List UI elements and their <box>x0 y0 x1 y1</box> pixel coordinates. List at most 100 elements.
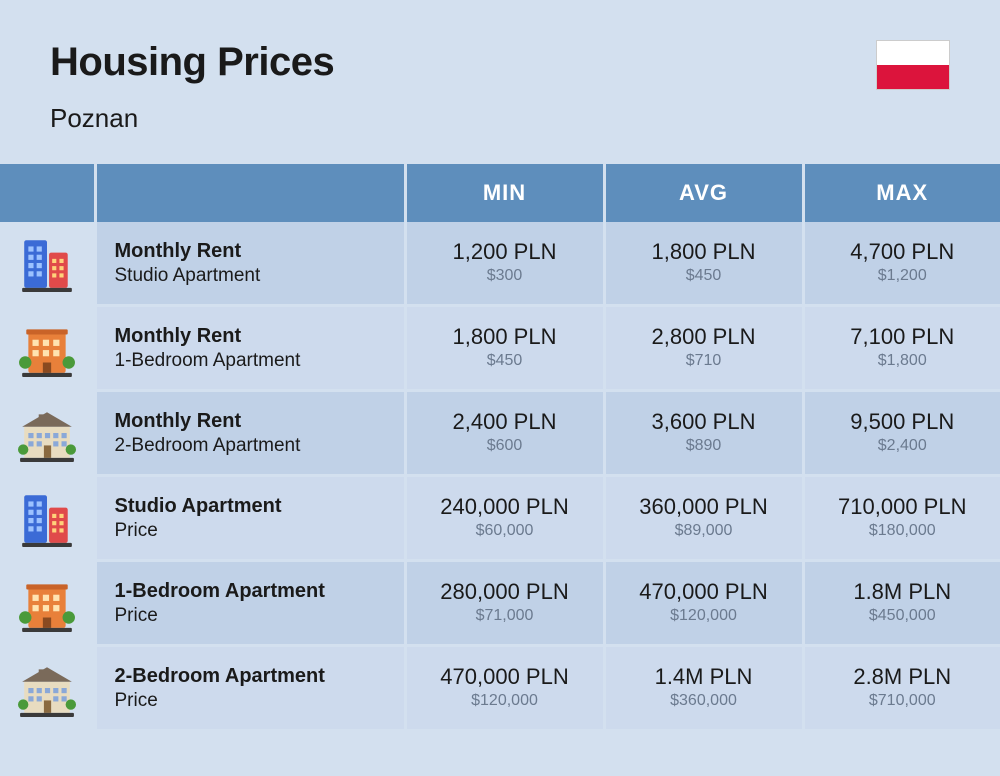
cell-min: 1,800 PLN$450 <box>405 306 604 391</box>
city-name: Poznan <box>50 103 950 134</box>
row-label-cell: 1-Bedroom ApartmentPrice <box>95 561 405 646</box>
value-usd: $710,000 <box>813 690 993 712</box>
header: Housing Prices Poznan <box>0 0 1000 164</box>
table-row: 2-Bedroom ApartmentPrice470,000 PLN$120,… <box>0 646 1000 731</box>
cell-max: 1.8M PLN$450,000 <box>803 561 1000 646</box>
row-icon-cell <box>0 391 95 476</box>
page-title: Housing Prices <box>50 40 950 85</box>
value-pln: 3,600 PLN <box>614 409 794 435</box>
row-title: Studio Apartment <box>115 494 396 519</box>
value-pln: 2.8M PLN <box>813 664 993 690</box>
table-row: Monthly RentStudio Apartment1,200 PLN$30… <box>0 222 1000 306</box>
value-usd: $2,400 <box>813 435 993 457</box>
value-usd: $180,000 <box>813 520 993 542</box>
row-subtitle: Studio Apartment <box>115 264 396 288</box>
row-title: Monthly Rent <box>115 239 396 264</box>
col-icon <box>0 164 95 222</box>
row-title: Monthly Rent <box>115 324 396 349</box>
value-pln: 470,000 PLN <box>415 664 595 690</box>
value-pln: 1.4M PLN <box>614 664 794 690</box>
cell-min: 240,000 PLN$60,000 <box>405 476 604 561</box>
row-title: Monthly Rent <box>115 409 396 434</box>
col-max: MAX <box>803 164 1000 222</box>
tall-buildings-icon <box>8 489 86 547</box>
value-pln: 1,800 PLN <box>614 239 794 265</box>
value-pln: 7,100 PLN <box>813 324 993 350</box>
cell-avg: 360,000 PLN$89,000 <box>604 476 803 561</box>
row-subtitle: Price <box>115 604 396 628</box>
table-row: Studio ApartmentPrice240,000 PLN$60,0003… <box>0 476 1000 561</box>
value-usd: $450,000 <box>813 605 993 627</box>
col-avg: AVG <box>604 164 803 222</box>
value-usd: $710 <box>614 350 794 372</box>
row-label-cell: Monthly Rent2-Bedroom Apartment <box>95 391 405 476</box>
cell-max: 9,500 PLN$2,400 <box>803 391 1000 476</box>
table-row: Monthly Rent1-Bedroom Apartment1,800 PLN… <box>0 306 1000 391</box>
row-label-cell: 2-Bedroom ApartmentPrice <box>95 646 405 731</box>
wide-house-icon <box>8 404 86 462</box>
prices-table: MIN AVG MAX Monthly RentStudio Apartment… <box>0 164 1000 732</box>
value-usd: $300 <box>415 265 595 287</box>
row-label-cell: Monthly RentStudio Apartment <box>95 222 405 306</box>
value-pln: 280,000 PLN <box>415 579 595 605</box>
cell-min: 1,200 PLN$300 <box>405 222 604 306</box>
row-subtitle: 2-Bedroom Apartment <box>115 434 396 458</box>
value-usd: $120,000 <box>415 690 595 712</box>
value-pln: 360,000 PLN <box>614 494 794 520</box>
orange-apartment-icon <box>8 319 86 377</box>
value-usd: $450 <box>614 265 794 287</box>
tall-buildings-icon <box>8 234 86 292</box>
poland-flag-icon <box>876 40 950 90</box>
value-usd: $890 <box>614 435 794 457</box>
value-usd: $1,200 <box>813 265 993 287</box>
cell-min: 470,000 PLN$120,000 <box>405 646 604 731</box>
table-row: Monthly Rent2-Bedroom Apartment2,400 PLN… <box>0 391 1000 476</box>
row-title: 2-Bedroom Apartment <box>115 664 396 689</box>
row-icon-cell <box>0 646 95 731</box>
col-min: MIN <box>405 164 604 222</box>
value-pln: 1.8M PLN <box>813 579 993 605</box>
wide-house-icon <box>8 659 86 717</box>
row-icon-cell <box>0 561 95 646</box>
cell-avg: 1,800 PLN$450 <box>604 222 803 306</box>
row-subtitle: Price <box>115 689 396 713</box>
value-usd: $600 <box>415 435 595 457</box>
row-icon-cell <box>0 476 95 561</box>
table-header-row: MIN AVG MAX <box>0 164 1000 222</box>
value-pln: 9,500 PLN <box>813 409 993 435</box>
value-usd: $1,800 <box>813 350 993 372</box>
value-pln: 240,000 PLN <box>415 494 595 520</box>
row-label-cell: Monthly Rent1-Bedroom Apartment <box>95 306 405 391</box>
value-usd: $120,000 <box>614 605 794 627</box>
value-usd: $450 <box>415 350 595 372</box>
row-subtitle: 1-Bedroom Apartment <box>115 349 396 373</box>
value-pln: 2,400 PLN <box>415 409 595 435</box>
value-pln: 710,000 PLN <box>813 494 993 520</box>
cell-avg: 2,800 PLN$710 <box>604 306 803 391</box>
value-pln: 2,800 PLN <box>614 324 794 350</box>
cell-min: 280,000 PLN$71,000 <box>405 561 604 646</box>
row-icon-cell <box>0 306 95 391</box>
cell-avg: 3,600 PLN$890 <box>604 391 803 476</box>
value-usd: $89,000 <box>614 520 794 542</box>
table-row: 1-Bedroom ApartmentPrice280,000 PLN$71,0… <box>0 561 1000 646</box>
value-usd: $71,000 <box>415 605 595 627</box>
value-pln: 4,700 PLN <box>813 239 993 265</box>
row-title: 1-Bedroom Apartment <box>115 579 396 604</box>
row-subtitle: Price <box>115 519 396 543</box>
col-label <box>95 164 405 222</box>
cell-avg: 470,000 PLN$120,000 <box>604 561 803 646</box>
cell-max: 7,100 PLN$1,800 <box>803 306 1000 391</box>
cell-max: 4,700 PLN$1,200 <box>803 222 1000 306</box>
cell-max: 710,000 PLN$180,000 <box>803 476 1000 561</box>
row-label-cell: Studio ApartmentPrice <box>95 476 405 561</box>
cell-max: 2.8M PLN$710,000 <box>803 646 1000 731</box>
row-icon-cell <box>0 222 95 306</box>
page: Housing Prices Poznan MIN AVG MAX Monthl… <box>0 0 1000 776</box>
value-pln: 1,200 PLN <box>415 239 595 265</box>
value-usd: $360,000 <box>614 690 794 712</box>
cell-min: 2,400 PLN$600 <box>405 391 604 476</box>
orange-apartment-icon <box>8 574 86 632</box>
cell-avg: 1.4M PLN$360,000 <box>604 646 803 731</box>
value-usd: $60,000 <box>415 520 595 542</box>
